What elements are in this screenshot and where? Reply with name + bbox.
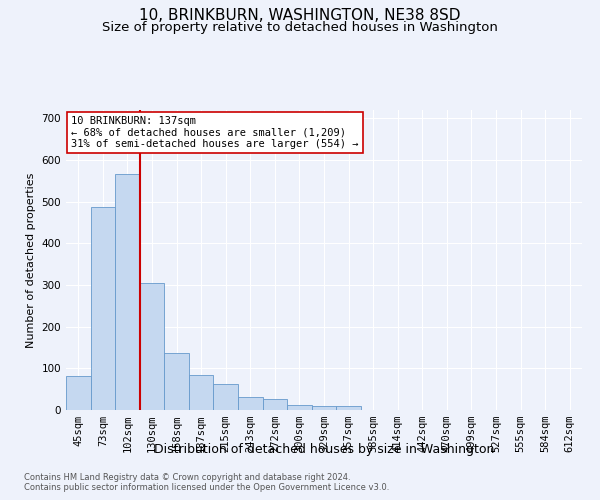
Bar: [336, 406, 361, 410]
Text: Contains public sector information licensed under the Open Government Licence v3: Contains public sector information licen…: [24, 484, 389, 492]
Bar: [66, 376, 91, 410]
Bar: [91, 207, 115, 410]
Y-axis label: Number of detached properties: Number of detached properties: [26, 172, 36, 348]
Text: Size of property relative to detached houses in Washington: Size of property relative to detached ho…: [102, 21, 498, 34]
Bar: [164, 354, 189, 410]
Bar: [238, 396, 263, 410]
Bar: [287, 406, 312, 410]
Bar: [263, 399, 287, 410]
Text: Distribution of detached houses by size in Washington: Distribution of detached houses by size …: [154, 442, 494, 456]
Bar: [189, 375, 214, 410]
Bar: [214, 384, 238, 410]
Text: 10, BRINKBURN, WASHINGTON, NE38 8SD: 10, BRINKBURN, WASHINGTON, NE38 8SD: [139, 8, 461, 22]
Text: 10 BRINKBURN: 137sqm
← 68% of detached houses are smaller (1,209)
31% of semi-de: 10 BRINKBURN: 137sqm ← 68% of detached h…: [71, 116, 359, 149]
Bar: [115, 174, 140, 410]
Bar: [312, 406, 336, 410]
Bar: [140, 284, 164, 410]
Text: Contains HM Land Registry data © Crown copyright and database right 2024.: Contains HM Land Registry data © Crown c…: [24, 472, 350, 482]
